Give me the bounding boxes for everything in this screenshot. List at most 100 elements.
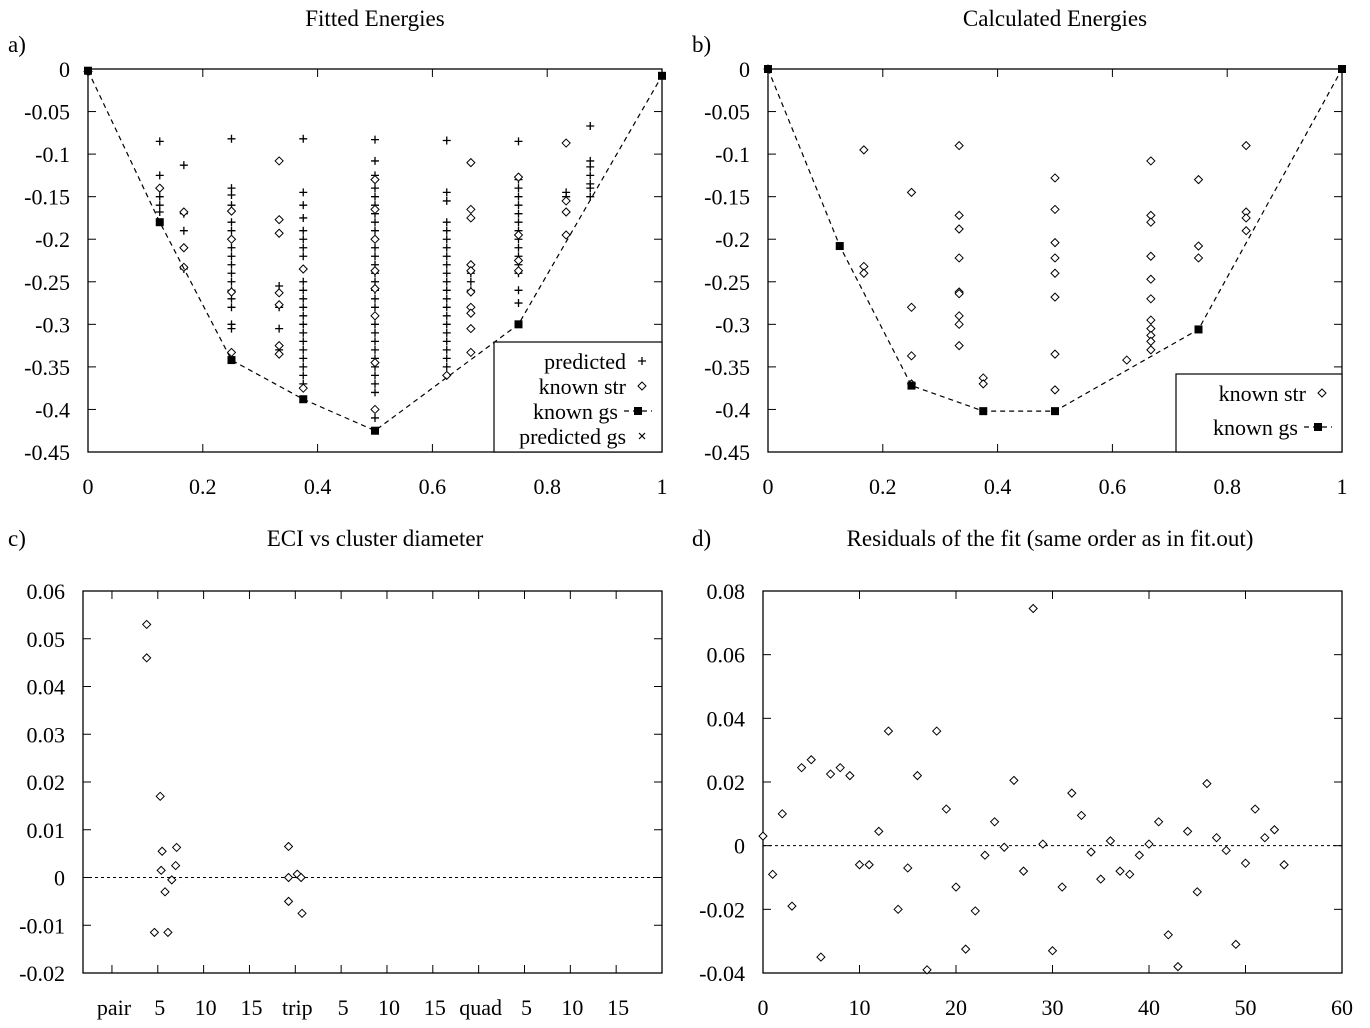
data-point (155, 192, 164, 201)
data-point (274, 156, 284, 166)
y-tick-label: -0.04 (699, 961, 745, 986)
data-point (514, 218, 523, 227)
y-tick-label: 0 (739, 57, 750, 82)
data-point (1122, 355, 1132, 365)
data-point (1173, 961, 1183, 972)
data-point (954, 210, 964, 221)
data-point (806, 755, 816, 765)
chart-panel-d: Residuals of the fit (same order as in f… (692, 526, 1353, 1020)
x-tick-label: 40 (1138, 995, 1160, 1020)
data-point (371, 320, 379, 329)
data-point (1050, 292, 1060, 302)
x-tick-label: 15 (424, 995, 446, 1020)
y-tick-label: 0.02 (707, 770, 746, 795)
panel-label: b) (692, 32, 711, 57)
data-point (1050, 268, 1060, 278)
data-point (514, 201, 523, 210)
data-point (978, 379, 988, 389)
legend-box (493, 341, 663, 453)
data-point (227, 218, 236, 227)
chart-panel-c: ECI vs cluster diameter c) 0.06 0.05 0.04 0.0… (8, 526, 663, 1020)
y-tick-label: -0.25 (24, 270, 70, 295)
data-point (883, 726, 894, 736)
plot-frame (87, 68, 663, 453)
data-point (299, 337, 308, 346)
data-point (274, 300, 284, 310)
data-point (859, 268, 869, 278)
data-point (299, 303, 308, 312)
y-tick-label: -0.1 (715, 142, 750, 167)
legend-label: predicted gs (519, 424, 626, 449)
data-point (299, 226, 308, 235)
data-point (227, 243, 236, 252)
data-point (514, 299, 523, 308)
data-point (979, 407, 988, 416)
data-point (299, 294, 308, 303)
data-point (371, 388, 379, 397)
data-point (922, 965, 932, 975)
data-point (442, 294, 451, 303)
y-tick-label: -0.2 (715, 227, 750, 252)
data-point (954, 319, 964, 330)
data-point (1146, 217, 1156, 227)
data-point (941, 804, 952, 814)
data-point (906, 351, 917, 361)
y-tick-label: -0.45 (704, 440, 750, 465)
data-point (893, 904, 903, 915)
data-point (561, 196, 571, 206)
data-point (954, 224, 964, 234)
data-point (299, 328, 308, 337)
data-point (1193, 253, 1204, 263)
data-point (227, 277, 236, 286)
y-tick-label: 0 (54, 866, 65, 891)
data-point (84, 66, 92, 75)
data-point (227, 356, 236, 365)
data-point (274, 228, 284, 238)
y-tick-label: -0.05 (24, 100, 70, 125)
data-point (931, 726, 942, 736)
data-point (777, 809, 788, 819)
data-point (226, 234, 237, 244)
data-point (1279, 860, 1289, 870)
data-point (561, 138, 571, 148)
data-point (371, 337, 379, 346)
data-point (227, 134, 236, 143)
data-point (1193, 241, 1204, 251)
data-point (513, 172, 524, 182)
data-point (787, 901, 797, 911)
data-point (906, 302, 917, 313)
data-point (274, 288, 284, 298)
y-tick-label: -0.05 (704, 100, 750, 125)
x-tick-label: trip (282, 995, 313, 1020)
data-point (297, 908, 307, 919)
data-point (864, 860, 874, 870)
panel-label: a) (8, 32, 26, 57)
legend-label: known str (539, 374, 627, 399)
data-point (299, 320, 308, 329)
x-tick-label: 30 (1042, 995, 1064, 1020)
data-point (155, 171, 164, 180)
data-point (275, 324, 284, 333)
data-point (951, 882, 961, 892)
x-tick-label: 15 (240, 995, 262, 1020)
data-point (371, 303, 379, 312)
x-tick-label: 5 (521, 995, 532, 1020)
data-point (1018, 866, 1029, 876)
data-point (442, 226, 451, 235)
data-point (1057, 882, 1067, 892)
y-tick-label: -0.01 (19, 913, 65, 938)
data-point (1241, 226, 1251, 236)
data-point (442, 136, 451, 145)
data-point (299, 395, 308, 404)
x-tick-label: 50 (1235, 995, 1257, 1020)
data-point (299, 235, 308, 244)
data-point (514, 320, 523, 329)
data-point (227, 226, 236, 235)
data-point (442, 196, 451, 205)
data-point (1096, 874, 1106, 884)
data-point (227, 303, 236, 312)
x-tick-label: 0.2 (189, 474, 217, 499)
data-point (912, 770, 923, 781)
data-point (1260, 833, 1270, 843)
